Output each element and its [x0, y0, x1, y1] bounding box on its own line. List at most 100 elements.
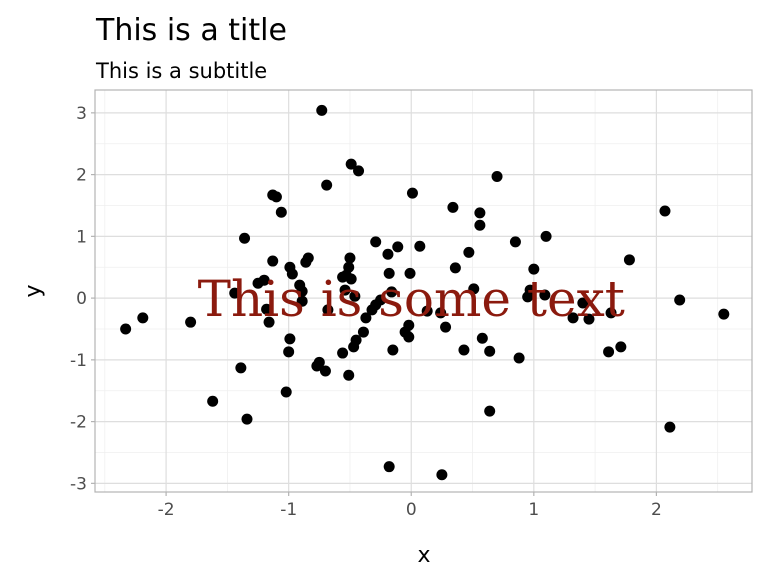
data-point [241, 413, 253, 425]
x-tick-label: -1 [280, 500, 297, 520]
data-point [567, 312, 579, 324]
x-tick-label: -2 [158, 500, 175, 520]
data-point [337, 347, 349, 359]
data-point [261, 303, 273, 315]
data-point [349, 290, 361, 302]
data-point [382, 248, 394, 260]
data-point [540, 230, 552, 242]
data-point [718, 308, 730, 320]
data-point [345, 273, 357, 285]
data-point [383, 461, 395, 473]
data-point [468, 283, 480, 295]
data-point [674, 294, 686, 306]
data-point [522, 291, 534, 303]
data-point [435, 307, 447, 319]
data-point [345, 158, 357, 170]
axes: -2 -1 0 1 2 -3 -2 -1 0 1 2 3 [70, 104, 662, 520]
x-axis-label: x [417, 543, 430, 568]
data-point [343, 369, 355, 381]
data-point [476, 332, 488, 344]
data-point [414, 240, 426, 252]
data-point [348, 341, 360, 353]
data-point [353, 165, 365, 177]
data-point [513, 352, 525, 364]
data-point [491, 170, 503, 182]
data-point [321, 179, 333, 191]
data-point [316, 104, 328, 116]
annotation-text: This is some text [198, 270, 625, 328]
data-point [458, 344, 470, 356]
data-point [313, 356, 325, 368]
data-point [383, 267, 395, 279]
data-point [300, 256, 312, 268]
data-point [370, 236, 382, 248]
x-tick-label: 0 [406, 500, 417, 520]
y-tick-label: -1 [70, 351, 87, 371]
data-point [280, 386, 292, 398]
data-point [664, 421, 676, 433]
data-point [207, 395, 219, 407]
data-point [436, 469, 448, 481]
data-point [344, 252, 356, 264]
data-point [252, 277, 264, 289]
data-point [235, 362, 247, 374]
data-point [421, 305, 433, 317]
data-point [474, 219, 486, 231]
data-point [263, 316, 275, 328]
data-point [229, 287, 241, 299]
data-point [539, 289, 551, 301]
data-point [577, 297, 589, 309]
y-tick-label: 3 [76, 104, 87, 124]
data-point [392, 241, 404, 253]
data-point [284, 333, 296, 345]
y-axis-label: y [21, 284, 46, 297]
data-point [360, 312, 372, 324]
data-point [296, 285, 308, 297]
data-point [386, 286, 398, 298]
data-point [339, 284, 351, 296]
data-point [615, 341, 627, 353]
data-point [322, 304, 334, 316]
data-point [275, 206, 287, 218]
x-tick-label: 1 [528, 500, 539, 520]
y-tick-label: 0 [76, 289, 87, 309]
data-point [404, 267, 416, 279]
data-point [605, 307, 617, 319]
data-point [528, 263, 540, 275]
data-point [474, 207, 486, 219]
data-point [484, 345, 496, 357]
data-point [286, 268, 298, 280]
data-point [337, 271, 349, 283]
data-point [357, 326, 369, 338]
grid [95, 90, 752, 492]
data-point [447, 201, 459, 213]
data-point [440, 321, 452, 333]
y-tick-label: 2 [76, 166, 87, 186]
data-point [449, 262, 461, 274]
y-tick-label: -3 [70, 474, 87, 494]
chart-subtitle: This is a subtitle [95, 59, 267, 83]
x-tick-label: 2 [651, 500, 662, 520]
data-point [406, 187, 418, 199]
data-point [659, 205, 671, 217]
data-point [403, 331, 415, 343]
data-point [603, 346, 615, 358]
data-point [509, 236, 521, 248]
data-point [387, 344, 399, 356]
data-point [185, 316, 197, 328]
data-point [319, 365, 331, 377]
points [120, 104, 730, 481]
data-point [623, 254, 635, 266]
y-tick-label: -2 [70, 413, 87, 433]
data-point [366, 304, 378, 316]
data-point [484, 405, 496, 417]
y-tick-label: 1 [76, 227, 87, 247]
data-point [267, 255, 279, 267]
data-point [283, 346, 295, 358]
chart-title: This is a title [95, 13, 287, 48]
data-point [239, 232, 251, 244]
data-point [137, 312, 149, 324]
data-point [296, 295, 308, 307]
data-point [583, 313, 595, 325]
